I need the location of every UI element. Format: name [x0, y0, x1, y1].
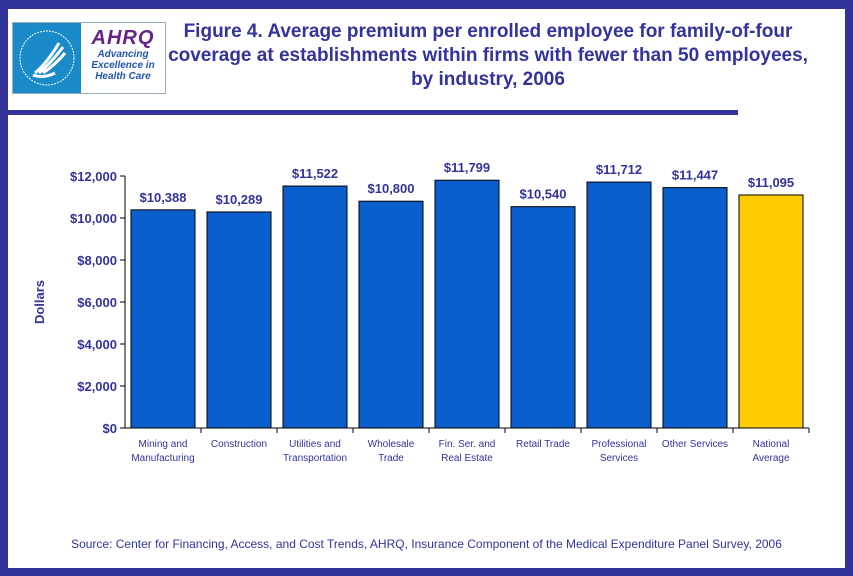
x-tick-label: Retail Trade [516, 439, 570, 450]
bar [738, 194, 804, 429]
x-tick-label: Services [600, 453, 638, 464]
y-tick-label: $4,000 [77, 337, 117, 352]
bar [586, 181, 652, 429]
bar [282, 185, 348, 429]
hhs-eagle-logo [13, 23, 81, 93]
chart-title: Figure 4. Average premium per enrolled e… [168, 21, 808, 90]
x-tick-label: Utilities and [289, 439, 341, 450]
data-label: $11,095 [748, 175, 794, 190]
y-tick-label: $0 [103, 421, 117, 436]
x-tick-label: Manufacturing [131, 453, 194, 464]
ahrq-logo: AHRQ Advancing Excellence in Health Care [81, 23, 165, 93]
x-tick-label: Transportation [283, 453, 347, 464]
y-tick-label: $2,000 [77, 379, 117, 394]
bar [510, 206, 576, 429]
source-note: Source: Center for Financing, Access, an… [71, 537, 782, 551]
data-label: $11,447 [672, 168, 718, 183]
x-tick-label: Average [752, 453, 790, 464]
y-tick-label: $10,000 [70, 211, 117, 226]
y-tick-label: $6,000 [77, 295, 117, 310]
bar [358, 200, 424, 429]
x-tick-label: Trade [378, 453, 404, 464]
data-label: $10,540 [520, 187, 567, 202]
y-tick-label: $8,000 [77, 253, 117, 268]
y-tick-label: $12,000 [70, 169, 117, 184]
logo: AHRQ Advancing Excellence in Health Care [12, 22, 166, 94]
title-separator [8, 110, 738, 115]
data-label: $11,712 [596, 162, 642, 177]
bar [662, 187, 728, 429]
y-axis-label: Dollars [32, 280, 47, 324]
x-tick-label: Fin. Ser. and [439, 439, 496, 450]
x-tick-label: National [753, 439, 790, 450]
data-label: $11,522 [292, 166, 338, 181]
x-tick-label: Other Services [662, 439, 728, 450]
bar [206, 211, 272, 429]
bar [130, 209, 196, 429]
x-tick-label: Mining and [139, 439, 188, 450]
x-tick-label: Real Estate [441, 453, 493, 464]
x-tick-label: Professional [591, 439, 646, 450]
x-tick-label: Wholesale [368, 439, 415, 450]
data-label: $10,800 [368, 181, 415, 196]
data-label: $10,289 [216, 192, 263, 207]
x-tick-label: Construction [211, 439, 267, 450]
data-label: $11,799 [444, 160, 490, 175]
data-label: $10,388 [140, 190, 187, 205]
bar [434, 179, 500, 429]
